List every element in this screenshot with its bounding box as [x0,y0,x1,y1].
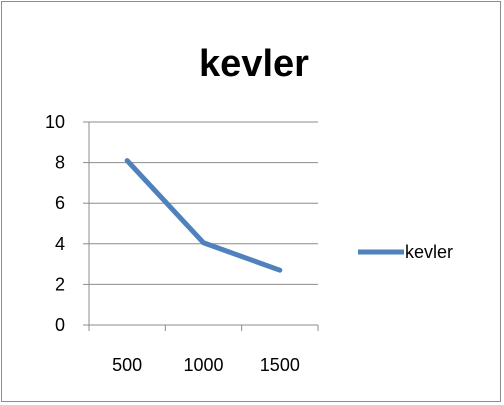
y-tick-label: 2 [55,274,65,294]
series-line-kevler [124,158,283,273]
y-tick-label: 0 [55,315,65,335]
legend-label: kevler [405,242,453,262]
axes [83,121,319,331]
x-tick-label: 500 [112,355,142,375]
y-tick-label: 6 [55,193,65,213]
x-tick-label: 1000 [183,355,223,375]
y-tick-labels: 0 2 4 6 8 10 [45,112,65,335]
y-tick-label: 4 [55,234,65,254]
chart-title: kevler [199,43,309,85]
y-tick-label: 10 [45,112,65,132]
gridlines [89,121,318,285]
legend: kevler [358,242,453,262]
series-lines [124,158,283,273]
x-tick-label: 1500 [260,355,300,375]
x-tick-labels: 500 1000 1500 [112,355,300,375]
y-tick-label: 8 [55,153,65,173]
